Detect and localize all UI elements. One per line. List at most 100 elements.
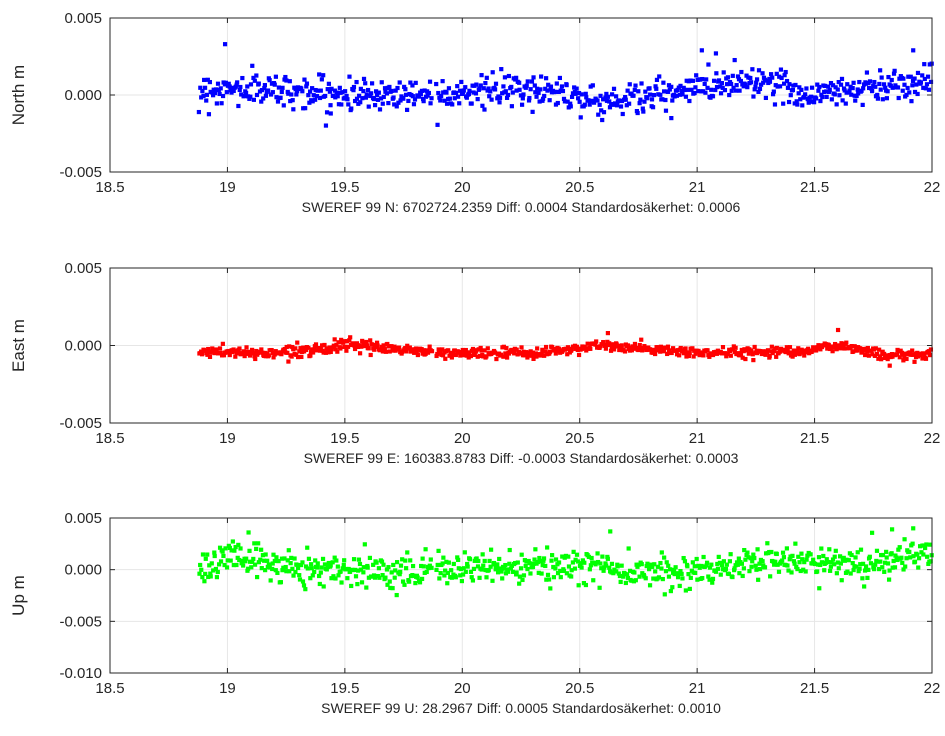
data-point	[247, 353, 253, 358]
data-point	[372, 103, 378, 108]
data-point	[344, 339, 350, 344]
data-point	[497, 95, 503, 100]
data-point	[403, 345, 408, 351]
data-point	[314, 94, 320, 99]
data-point	[696, 89, 701, 94]
data-point	[824, 89, 829, 94]
data-point	[259, 547, 264, 552]
data-point	[366, 346, 371, 351]
data-point	[871, 84, 876, 89]
data-point	[912, 76, 917, 81]
data-point	[507, 561, 512, 566]
data-point	[231, 88, 236, 94]
data-point	[829, 560, 834, 565]
data-point	[656, 575, 662, 580]
data-point	[325, 87, 330, 92]
data-point	[876, 356, 881, 361]
data-point	[286, 359, 291, 364]
data-point	[688, 78, 693, 83]
data-point	[403, 558, 408, 563]
data-point	[642, 344, 647, 349]
data-point	[645, 96, 650, 101]
data-point	[394, 104, 399, 109]
data-point	[499, 569, 504, 574]
data-point	[250, 63, 255, 68]
data-point	[638, 346, 643, 351]
data-point	[874, 548, 880, 553]
data-point	[550, 553, 555, 558]
data-point	[356, 343, 362, 348]
data-point	[349, 583, 354, 589]
data-point	[259, 347, 264, 352]
data-point	[407, 579, 412, 584]
data-point	[206, 574, 211, 580]
data-point	[573, 91, 578, 96]
data-point	[453, 352, 458, 358]
data-point	[384, 91, 390, 96]
data-point	[833, 85, 838, 90]
data-series	[196, 42, 934, 128]
data-point	[497, 566, 502, 571]
data-point	[376, 566, 381, 571]
data-point	[371, 96, 377, 102]
data-point	[843, 101, 848, 106]
data-point	[403, 92, 409, 97]
data-point	[631, 93, 636, 98]
data-point	[345, 576, 350, 581]
data-point	[853, 555, 858, 560]
data-point	[455, 94, 461, 99]
data-point	[493, 81, 499, 86]
data-point	[224, 90, 229, 95]
data-point	[601, 340, 606, 345]
data-point	[685, 350, 690, 355]
data-point	[500, 91, 505, 96]
data-point	[427, 344, 432, 349]
data-point	[924, 542, 929, 547]
data-point	[622, 571, 628, 576]
data-point	[320, 556, 326, 562]
data-point	[710, 94, 716, 99]
data-point	[625, 88, 630, 93]
data-point	[692, 90, 697, 96]
data-point	[654, 77, 660, 82]
data-point	[873, 346, 878, 351]
data-point	[471, 90, 476, 95]
data-point	[344, 348, 349, 353]
data-point	[802, 353, 807, 358]
data-point	[375, 343, 380, 348]
data-point	[334, 342, 339, 347]
data-point	[213, 566, 219, 572]
data-point	[255, 574, 260, 580]
data-point	[414, 349, 419, 354]
data-point	[649, 97, 655, 102]
data-point	[262, 558, 267, 563]
data-point	[536, 570, 541, 575]
data-point	[270, 90, 275, 95]
data-point	[339, 580, 344, 585]
data-point	[619, 343, 624, 348]
data-point	[428, 557, 433, 562]
data-point	[531, 356, 536, 362]
data-point	[658, 92, 663, 97]
data-point	[591, 578, 596, 583]
data-point	[355, 582, 360, 587]
data-point	[429, 565, 434, 570]
data-point	[883, 85, 888, 90]
data-point	[339, 337, 344, 342]
data-point	[598, 561, 603, 566]
data-point	[659, 566, 664, 571]
data-point	[770, 92, 776, 97]
data-point	[688, 575, 693, 580]
data-point	[632, 341, 638, 347]
data-point	[509, 104, 514, 109]
data-point	[410, 563, 416, 569]
data-point	[787, 557, 792, 562]
data-point	[508, 566, 513, 571]
data-point	[825, 346, 830, 351]
data-point	[623, 95, 628, 100]
data-point	[853, 98, 858, 103]
data-point	[732, 566, 737, 571]
data-point	[232, 348, 237, 353]
data-point	[561, 96, 567, 101]
data-point	[924, 82, 930, 87]
